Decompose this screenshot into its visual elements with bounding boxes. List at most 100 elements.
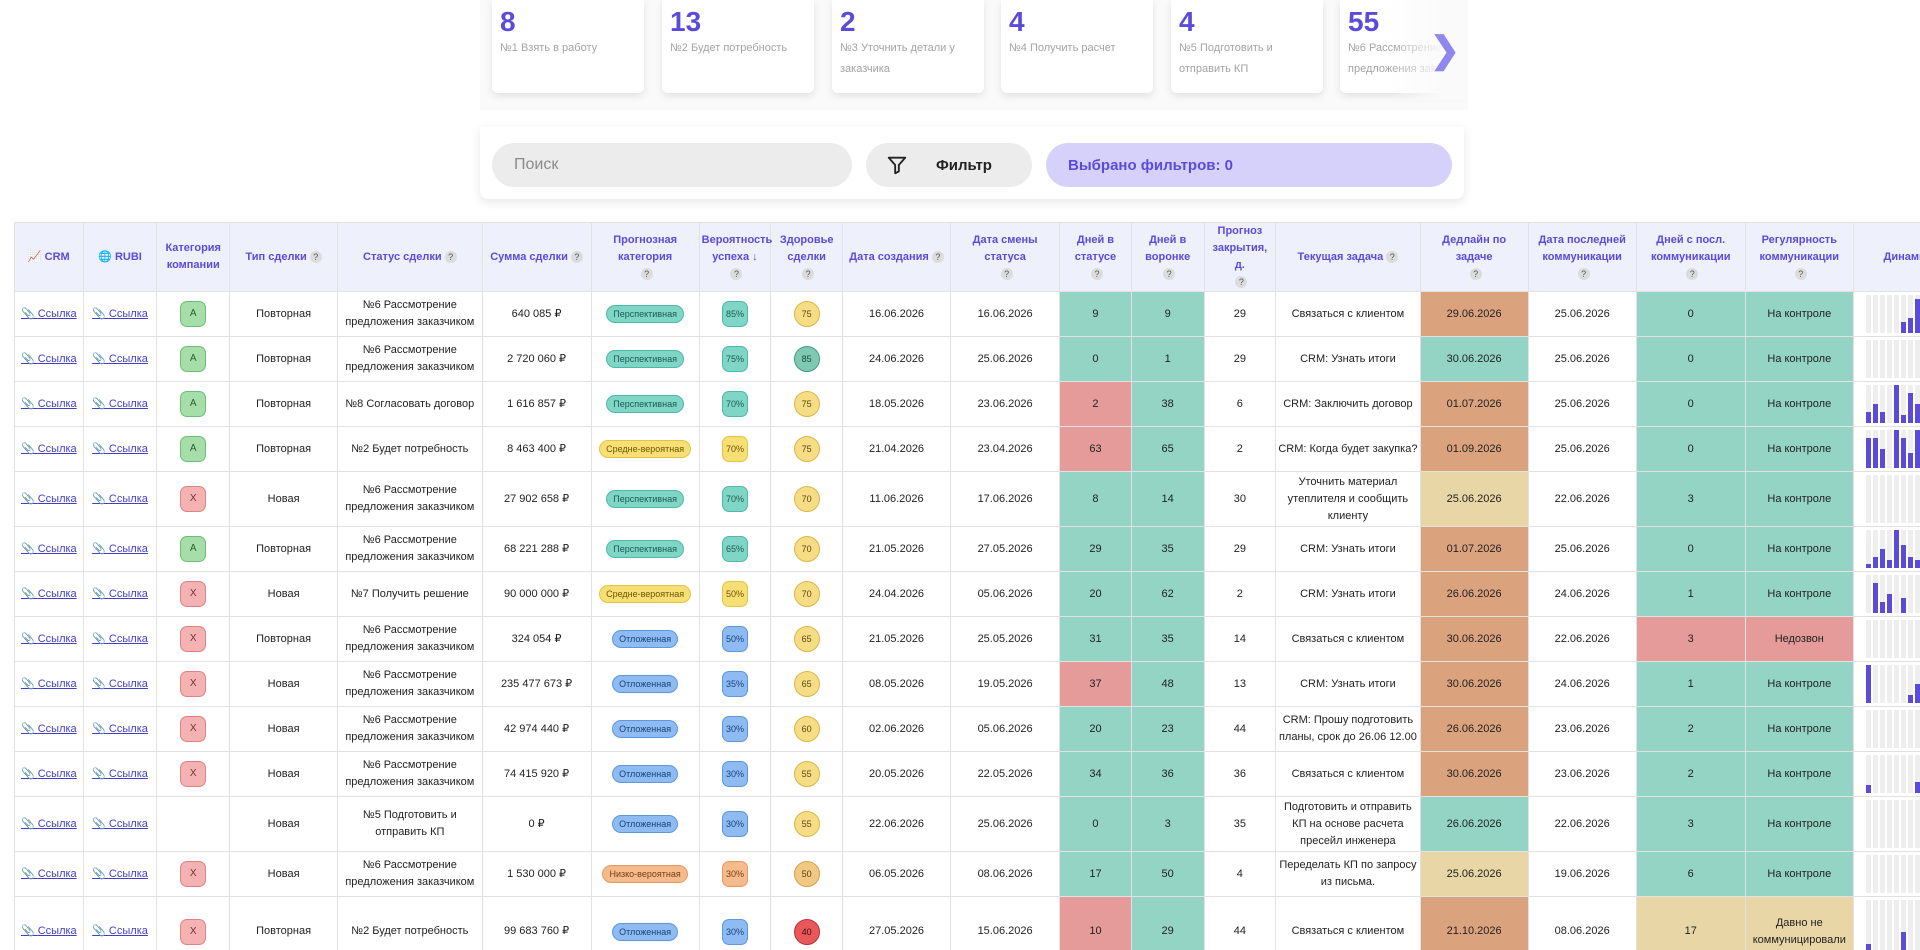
table-row[interactable]: 📎 Ссылка 📎 Ссылка Х Новая №7 Получить решени… bbox=[14, 571, 1920, 617]
table-row[interactable]: 📎 Ссылка 📎 Ссылка А Повторная №8 Согласовать… bbox=[14, 381, 1920, 427]
rubi-link-cell[interactable]: 📎 Ссылка bbox=[82, 896, 158, 950]
crm-link[interactable]: 📎 Ссылка bbox=[20, 722, 77, 735]
rubi-link[interactable]: 📎 Ссылка bbox=[92, 632, 148, 645]
table-row[interactable]: 📎 Ссылка 📎 Ссылка Х Новая №6 Рассмотрение пр… bbox=[14, 471, 1920, 527]
crm-link[interactable]: 📎 Ссылка bbox=[20, 867, 77, 880]
crm-link[interactable]: 📎 Ссылка bbox=[20, 677, 77, 690]
rubi-link[interactable]: 📎 Ссылка bbox=[92, 925, 148, 937]
column-header-dynamics[interactable]: Динамик bbox=[1852, 222, 1920, 292]
column-header-rubi[interactable]: 🌐 RUBI bbox=[82, 222, 158, 292]
crm-link-cell[interactable]: 📎 Ссылка bbox=[14, 851, 84, 897]
stage-card[interactable]: 4 №4 Получить расчет bbox=[1001, 0, 1153, 93]
crm-link[interactable]: 📎 Ссылка bbox=[20, 397, 77, 410]
rubi-link[interactable]: 📎 Ссылка bbox=[92, 307, 148, 320]
rubi-link-cell[interactable]: 📎 Ссылка bbox=[82, 616, 158, 662]
column-header-close-forecast[interactable]: Прогноз закрытия, д.? bbox=[1203, 222, 1277, 292]
chevron-right-icon[interactable]: ❯ bbox=[1429, 29, 1460, 70]
column-header-deal-type[interactable]: Тип сделки? bbox=[229, 222, 339, 292]
filter-button[interactable]: Фильтр bbox=[866, 143, 1032, 187]
column-header-created[interactable]: Дата создания? bbox=[842, 222, 952, 292]
rubi-link-cell[interactable]: 📎 Ссылка bbox=[82, 336, 158, 382]
crm-link-cell[interactable]: 📎 Ссылка bbox=[14, 381, 84, 427]
help-icon[interactable]: ? bbox=[931, 250, 944, 263]
table-row[interactable]: 📎 Ссылка 📎 Ссылка Х Новая №6 Рассмотрение пр… bbox=[14, 751, 1920, 797]
rubi-link[interactable]: 📎 Ссылка bbox=[92, 442, 148, 455]
column-header-forecast-category[interactable]: Прогнозная категория? bbox=[590, 222, 700, 292]
stage-card[interactable]: 2 №3 Уточнить детали у заказчика bbox=[832, 0, 984, 93]
rubi-link[interactable]: 📎 Ссылка bbox=[92, 397, 148, 410]
table-row[interactable]: 📎 Ссылка 📎 Ссылка Х Повторная №2 Будет потре… bbox=[14, 896, 1920, 950]
column-header-company-category[interactable]: Категория компании bbox=[156, 222, 231, 292]
crm-link-cell[interactable]: 📎 Ссылка bbox=[14, 526, 84, 572]
help-icon[interactable]: ? bbox=[1686, 267, 1699, 280]
column-header-deal-status[interactable]: Статус сделки? bbox=[337, 222, 483, 292]
crm-link-cell[interactable]: 📎 Ссылка bbox=[14, 571, 84, 617]
help-icon[interactable]: ? bbox=[730, 267, 743, 280]
help-icon[interactable]: ? bbox=[444, 250, 457, 263]
crm-link[interactable]: 📎 Ссылка bbox=[20, 492, 77, 505]
table-row[interactable]: 📎 Ссылка 📎 Ссылка А Повторная №6 Рассмотрени… bbox=[14, 336, 1920, 382]
rubi-link[interactable]: 📎 Ссылка bbox=[92, 352, 148, 365]
crm-link-cell[interactable]: 📎 Ссылка bbox=[14, 796, 84, 852]
help-icon[interactable]: ? bbox=[1235, 276, 1248, 289]
rubi-link-cell[interactable]: 📎 Ссылка bbox=[82, 851, 158, 897]
rubi-link[interactable]: 📎 Ссылка bbox=[92, 867, 148, 880]
rubi-link[interactable]: 📎 Ссылка bbox=[92, 767, 148, 780]
table-row[interactable]: 📎 Ссылка 📎 Ссылка Х Новая №6 Рассмотрение пр… bbox=[14, 661, 1920, 707]
crm-link[interactable]: 📎 Ссылка bbox=[20, 587, 77, 600]
help-icon[interactable]: ? bbox=[802, 267, 815, 280]
help-icon[interactable]: ? bbox=[1090, 267, 1103, 280]
help-icon[interactable]: ? bbox=[309, 250, 322, 263]
rubi-link-cell[interactable]: 📎 Ссылка bbox=[82, 751, 158, 797]
crm-link-cell[interactable]: 📎 Ссылка bbox=[14, 471, 84, 527]
column-header-current-task[interactable]: Текущая задача? bbox=[1275, 222, 1421, 292]
table-row[interactable]: 📎 Ссылка 📎 Ссылка А Повторная №6 Рассмотрени… bbox=[14, 526, 1920, 572]
rubi-link[interactable]: 📎 Ссылка bbox=[92, 492, 148, 505]
crm-link-cell[interactable]: 📎 Ссылка bbox=[14, 751, 84, 797]
help-icon[interactable]: ? bbox=[1794, 267, 1807, 280]
crm-link-cell[interactable]: 📎 Ссылка bbox=[14, 661, 84, 707]
column-header-task-deadline[interactable]: Дедлайн по задаче? bbox=[1419, 222, 1529, 292]
crm-link-cell[interactable]: 📎 Ссылка bbox=[14, 426, 84, 472]
crm-link-cell[interactable]: 📎 Ссылка bbox=[14, 706, 84, 752]
help-icon[interactable]: ? bbox=[1000, 267, 1013, 280]
rubi-link[interactable]: 📎 Ссылка bbox=[92, 587, 148, 600]
crm-link[interactable]: 📎 Ссылка bbox=[20, 442, 77, 455]
column-header-days-in-status[interactable]: Дней в статусе? bbox=[1059, 222, 1132, 292]
rubi-link[interactable]: 📎 Ссылка bbox=[92, 817, 148, 830]
crm-link[interactable]: 📎 Ссылка bbox=[20, 352, 77, 365]
search-input[interactable] bbox=[492, 143, 852, 187]
help-icon[interactable]: ? bbox=[640, 267, 653, 280]
help-icon[interactable]: ? bbox=[570, 250, 583, 263]
column-header-last-communication[interactable]: Дата последней коммуникации? bbox=[1527, 222, 1637, 292]
rubi-link-cell[interactable]: 📎 Ссылка bbox=[82, 426, 158, 472]
crm-link[interactable]: 📎 Ссылка bbox=[20, 767, 77, 780]
help-icon[interactable]: ? bbox=[1163, 267, 1176, 280]
table-row[interactable]: 📎 Ссылка 📎 Ссылка А Повторная №6 Рассмотрени… bbox=[14, 291, 1920, 337]
rubi-link-cell[interactable]: 📎 Ссылка bbox=[82, 291, 158, 337]
rubi-link[interactable]: 📎 Ссылка bbox=[92, 677, 148, 690]
column-header-days-since-communication[interactable]: Дней с посл. коммуникации? bbox=[1635, 222, 1746, 292]
help-icon[interactable]: ? bbox=[1469, 267, 1482, 280]
rubi-link-cell[interactable]: 📎 Ссылка bbox=[82, 571, 158, 617]
crm-link[interactable]: 📎 Ссылка bbox=[20, 817, 77, 830]
rubi-link-cell[interactable]: 📎 Ссылка bbox=[82, 706, 158, 752]
rubi-link-cell[interactable]: 📎 Ссылка bbox=[82, 661, 158, 707]
column-header-crm[interactable]: 📈 CRM bbox=[14, 222, 84, 292]
rubi-link[interactable]: 📎 Ссылка bbox=[92, 722, 148, 735]
rubi-link-cell[interactable]: 📎 Ссылка bbox=[82, 381, 158, 427]
selected-filters-badge[interactable]: Выбрано фильтров: 0 bbox=[1046, 143, 1452, 187]
help-icon[interactable]: ? bbox=[1386, 250, 1399, 263]
stage-card[interactable]: 13 №2 Будет потребность bbox=[662, 0, 814, 93]
rubi-link-cell[interactable]: 📎 Ссылка bbox=[82, 796, 158, 852]
column-header-deal-sum[interactable]: Сумма сделки? bbox=[481, 222, 592, 292]
crm-link-cell[interactable]: 📎 Ссылка bbox=[14, 616, 84, 662]
column-header-days-in-funnel[interactable]: Дней в воронке? bbox=[1130, 222, 1205, 292]
crm-link[interactable]: 📎 Ссылка bbox=[20, 307, 77, 320]
column-header-deal-health[interactable]: Здоровье сделки? bbox=[770, 222, 844, 292]
crm-link[interactable]: 📎 Ссылка bbox=[20, 632, 77, 645]
crm-link-cell[interactable]: 📎 Ссылка bbox=[14, 336, 84, 382]
crm-link-cell[interactable]: 📎 Ссылка bbox=[14, 896, 84, 950]
column-header-success-probability[interactable]: Вероятность успеха ↓? bbox=[698, 222, 772, 292]
rubi-link-cell[interactable]: 📎 Ссылка bbox=[82, 526, 158, 572]
